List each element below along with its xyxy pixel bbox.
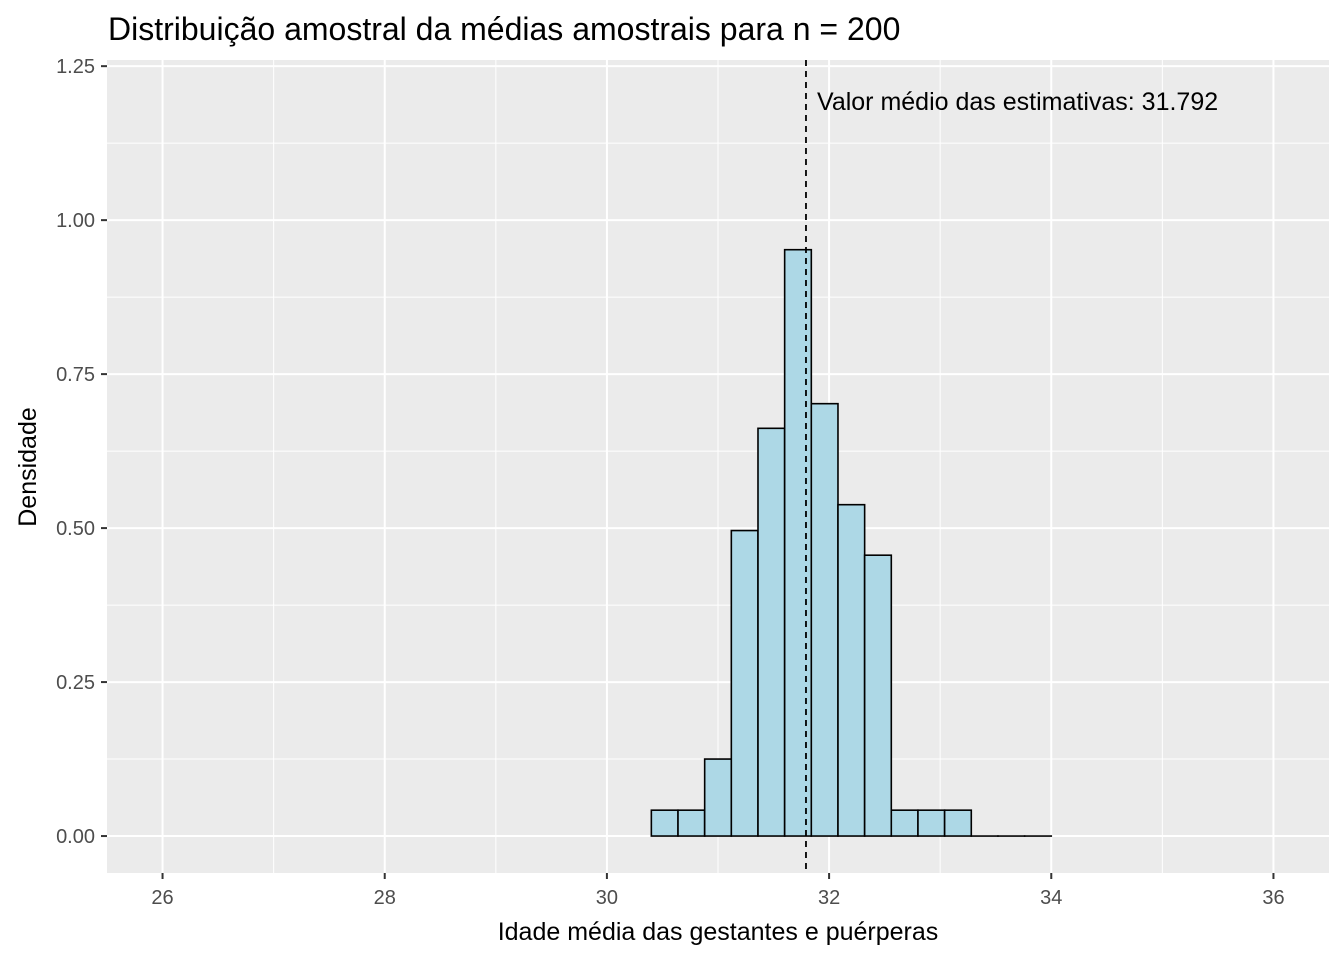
histogram-bar <box>730 529 759 837</box>
y-tick-label: 1.00 <box>56 210 95 232</box>
histogram-bars <box>650 248 1053 837</box>
histogram-bar <box>890 809 919 837</box>
histogram-bar <box>677 809 706 837</box>
histogram-bar <box>943 809 973 837</box>
x-tick-label: 28 <box>374 887 396 909</box>
x-tick-label: 30 <box>596 887 618 909</box>
y-tick-label: 0.25 <box>56 672 95 694</box>
y-tick-label: 0.50 <box>56 518 95 540</box>
chart-title: Distribuição amostral da médias amostrai… <box>108 11 900 47</box>
histogram-bar <box>917 809 946 837</box>
x-axis-title: Idade média das gestantes e puérperas <box>498 918 939 946</box>
y-tick-label: 1.25 <box>56 56 95 78</box>
y-tick-label: 0.00 <box>56 826 95 848</box>
y-tick-label: 0.75 <box>56 364 95 386</box>
histogram-bar <box>703 758 733 837</box>
histogram-bar <box>837 503 866 837</box>
histogram-bar <box>783 248 813 837</box>
histogram-bar <box>810 402 839 837</box>
y-axis: 0.00 0.25 0.50 0.75 1.00 1.25 <box>56 56 107 848</box>
x-tick-label: 36 <box>1262 887 1284 909</box>
histogram-bar <box>757 427 786 837</box>
y-axis-title: Densidade <box>14 407 42 527</box>
x-tick-label: 26 <box>151 887 173 909</box>
x-axis: 26 28 30 32 34 36 <box>151 873 1285 909</box>
histogram-bar <box>650 809 679 837</box>
histogram-bar <box>863 554 893 837</box>
x-tick-label: 32 <box>818 887 840 909</box>
mean-annotation: Valor médio das estimativas: 31.792 <box>817 88 1218 116</box>
x-tick-label: 34 <box>1040 887 1062 909</box>
